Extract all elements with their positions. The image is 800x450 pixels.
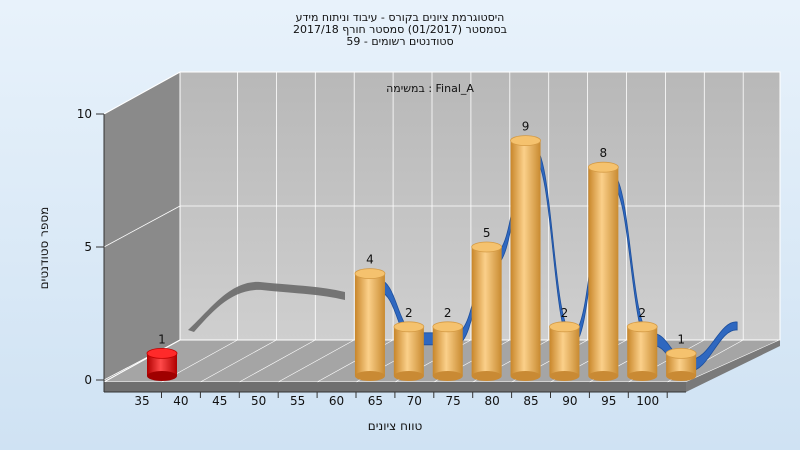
- bar: [665, 347, 697, 381]
- chart-subtitle-students: סטודנטים רשומים - 59: [346, 35, 454, 48]
- floor-grid-line: [239, 339, 316, 383]
- bar-base: [588, 371, 619, 381]
- bar-top: [665, 347, 697, 359]
- floor-edge: [686, 340, 780, 392]
- x-tick-label: 65: [368, 394, 383, 408]
- bar-labels: 1 4 2 2 5 9 2 8 2 1: [158, 120, 685, 347]
- bar-body: [510, 140, 541, 376]
- bar-body: [393, 326, 424, 376]
- bar-body: [354, 273, 385, 376]
- curve-shadow: [188, 281, 345, 332]
- bar-value-label: 2: [638, 306, 646, 320]
- bar-base: [510, 371, 541, 381]
- bar-top: [146, 347, 178, 359]
- bar-body: [588, 167, 619, 376]
- bar-top: [626, 321, 658, 333]
- bar: [587, 161, 619, 381]
- bar-top: [354, 268, 386, 280]
- x-tick-label: 70: [407, 394, 422, 408]
- bar-base: [432, 371, 463, 381]
- bar-value-label: 2: [561, 306, 569, 320]
- bar: [510, 135, 541, 381]
- bar-top: [587, 161, 619, 173]
- x-tick-label: 75: [446, 394, 461, 408]
- y-tick-label: 5: [84, 240, 92, 254]
- side-wall: [103, 71, 181, 383]
- bar-body: [627, 326, 658, 376]
- bar-body: [471, 247, 502, 376]
- bar-base: [471, 371, 502, 381]
- bar-base: [666, 371, 697, 381]
- bar-value-label: 8: [600, 146, 608, 160]
- x-tick-label: 35: [134, 394, 149, 408]
- bar-value-label: 2: [405, 306, 413, 320]
- bar-base: [354, 371, 385, 381]
- bar-base: [393, 371, 424, 381]
- chart-title: היסטוגרמת ציונים בקורס - עיבוד וניתוח מי…: [295, 11, 505, 24]
- bar: [549, 321, 580, 381]
- bar: [393, 321, 425, 381]
- y-tick-label: 10: [77, 107, 92, 121]
- bar: [471, 241, 503, 381]
- chart-subtitle-semester: בסמסטר (01/2017) סמסטר חורף 2017/18: [293, 23, 507, 36]
- floor-front: [104, 382, 686, 392]
- x-tick-label: 80: [484, 394, 499, 408]
- bar-value-label: 4: [366, 253, 374, 267]
- bar-base: [147, 371, 177, 381]
- bar-value-label: 2: [444, 306, 452, 320]
- bar: [146, 347, 178, 381]
- bar: [626, 321, 658, 381]
- bar-value-label: 1: [677, 332, 685, 346]
- bar-top: [432, 321, 464, 333]
- bar-base: [627, 371, 658, 381]
- x-tick-label: 60: [329, 394, 344, 408]
- x-axis-label: טווח ציונים: [368, 419, 423, 433]
- bar-value-label: 5: [483, 226, 491, 240]
- bars: [146, 135, 697, 381]
- bar-top: [471, 241, 503, 253]
- chart-annotation: Final_A : במשימה: [386, 82, 474, 95]
- floor-grid-line: [278, 339, 355, 383]
- bar-top: [393, 321, 425, 333]
- grid-line-side: [103, 339, 181, 381]
- x-tick-label: 85: [523, 394, 538, 408]
- x-tick-label: 55: [290, 394, 305, 408]
- y-axis-label: מספר סטודנטים: [37, 207, 51, 290]
- x-tick-label: 45: [212, 394, 227, 408]
- x-tick-label: 100: [636, 394, 659, 408]
- bar-body: [549, 326, 580, 376]
- bar-top: [549, 321, 580, 333]
- x-tick-label: 90: [562, 394, 577, 408]
- bar-value-label: 9: [522, 120, 530, 134]
- bar-body: [147, 353, 177, 376]
- y-tick-label: 0: [84, 373, 92, 387]
- bar-body: [432, 326, 463, 376]
- bar-top: [510, 135, 541, 147]
- floor-grid-line: [200, 339, 277, 383]
- chart-title-block: היסטוגרמת ציונים בקורס - עיבוד וניתוח מי…: [0, 12, 800, 48]
- bar: [354, 268, 386, 381]
- x-tick-label: 50: [251, 394, 266, 408]
- x-tick-label: 40: [173, 394, 188, 408]
- grid-line-side: [103, 205, 181, 248]
- x-tick-label: 95: [601, 394, 616, 408]
- bar: [432, 321, 464, 381]
- bar-value-label: 1: [158, 332, 166, 346]
- bar-body: [666, 353, 697, 376]
- grid-line-side: [103, 71, 181, 115]
- bar-base: [549, 371, 580, 381]
